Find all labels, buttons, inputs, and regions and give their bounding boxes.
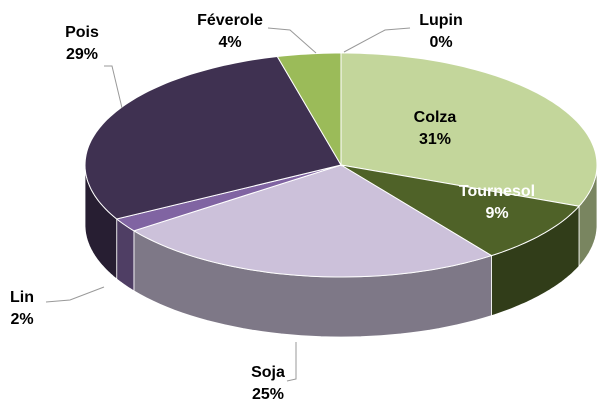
slice-value: 4% [218,34,241,51]
leader-line [343,27,411,53]
leader-line [45,286,105,303]
slice-label: Pois [65,24,99,41]
slice [340,52,598,207]
slice [340,164,580,257]
slice-value: 31% [419,131,451,148]
leader-line [267,27,317,54]
slice-label: Soja [251,364,285,381]
slice-label: Tournesol [459,183,535,200]
slice-label: Lin [10,289,34,306]
slice-label: Lupin [419,12,463,29]
slice-value: 25% [252,386,284,403]
leader-line [286,342,297,382]
slice [115,164,342,232]
slice-label: Colza [414,109,457,126]
slice-value: 9% [485,205,508,222]
slice-value: 0% [429,34,452,51]
slice [84,55,342,220]
slice-label: Féverole [197,12,263,29]
slice-value: 2% [10,311,33,328]
slice [276,52,342,167]
leader-line [104,65,123,109]
slice-value: 29% [66,46,98,63]
slice [132,164,493,278]
